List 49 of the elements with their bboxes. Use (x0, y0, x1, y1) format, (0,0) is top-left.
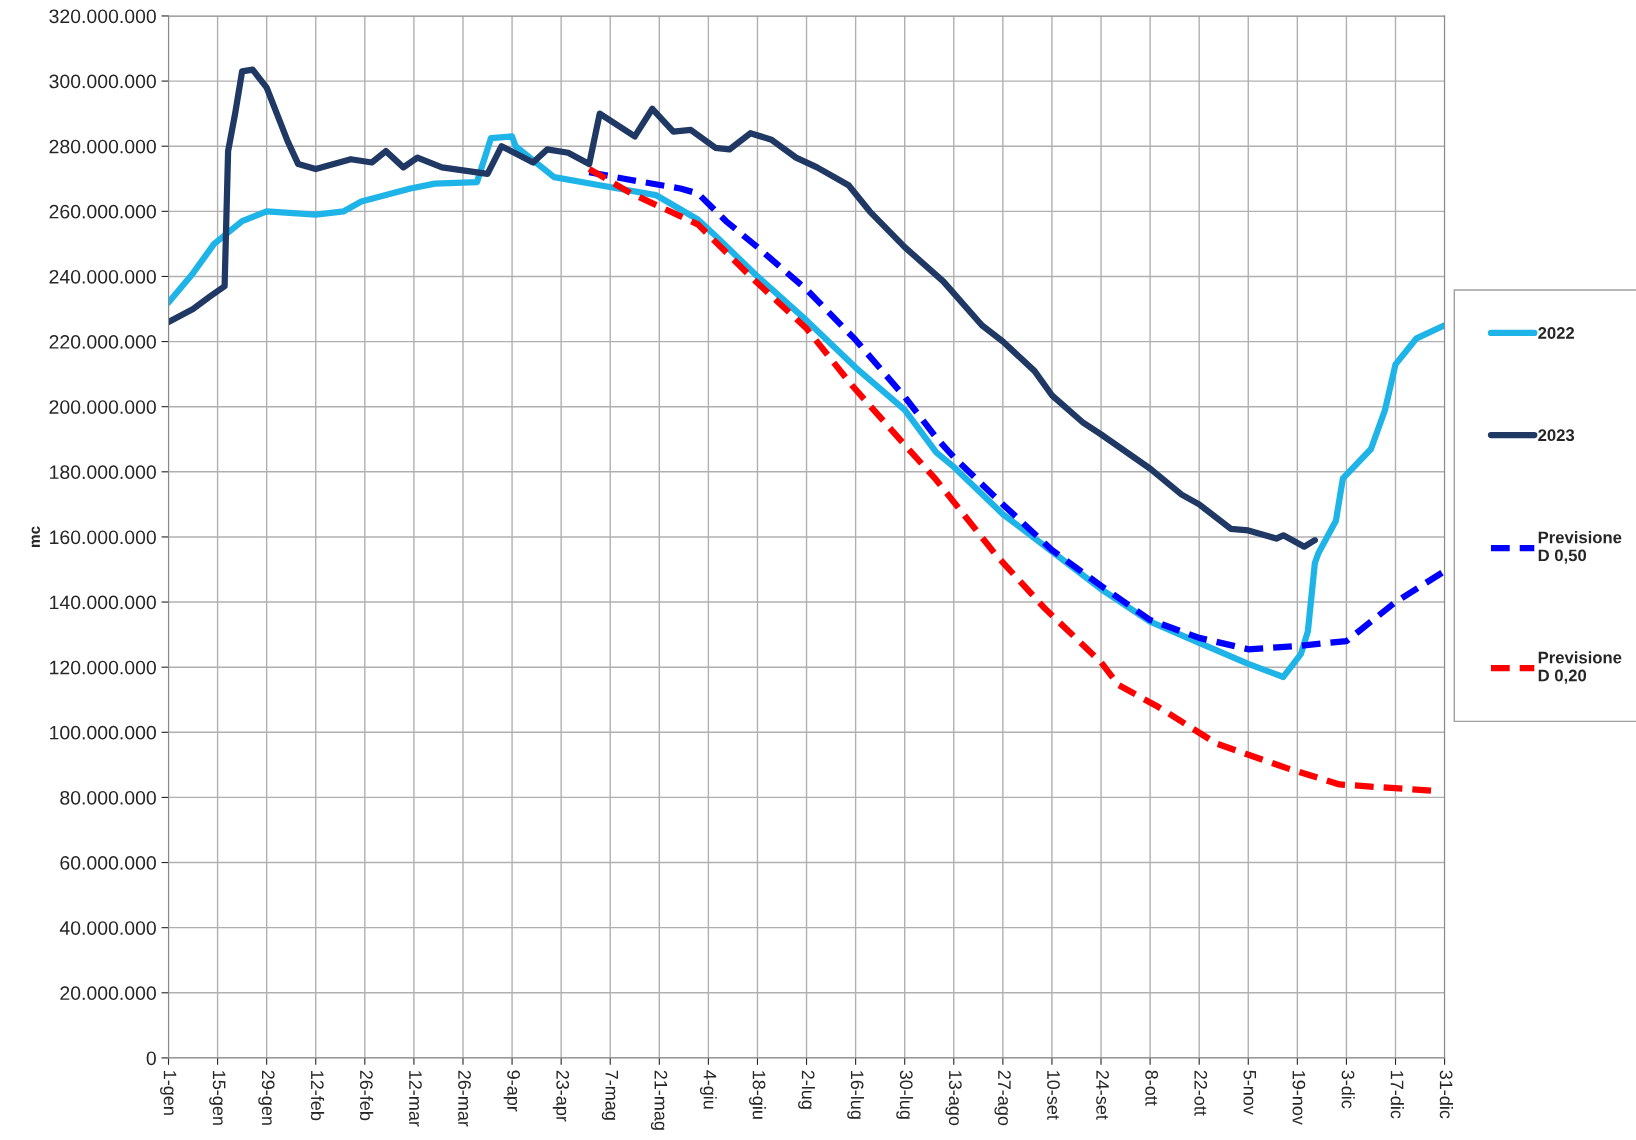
x-tick-label: 7-mag (601, 1070, 618, 1120)
y-tick-label: 60.000.000 (60, 856, 156, 870)
x-tick-label: 12-mar (409, 1071, 422, 1127)
x-tick-label: 19-nov (1292, 1071, 1306, 1125)
legend-label: 2022 (1538, 327, 1575, 339)
y-tick-label: 0 (146, 1051, 156, 1066)
x-tick-label: 8-ott (1145, 1070, 1159, 1106)
x-tick-label: 2-lug (798, 1070, 815, 1109)
y-tick-label: 300.000.000 (49, 74, 156, 89)
x-tick-label: 16-lug (847, 1071, 865, 1119)
x-tick-label: 21-mag (650, 1070, 668, 1130)
legend-label: Previsione D 0,20 (1538, 651, 1622, 684)
y-axis-title: mc (31, 526, 41, 547)
y-tick-label: 320.000.000 (49, 9, 156, 24)
x-tick-label: 15-gen (209, 1071, 226, 1125)
x-tick-label: 10-set (1047, 1071, 1060, 1120)
y-tick-label: 140.000.000 (50, 595, 156, 610)
x-tick-label: 29-gen (258, 1070, 275, 1125)
y-tick-label: 80.000.000 (60, 790, 156, 805)
x-tick-label: 31-dic (1439, 1070, 1453, 1119)
y-tick-label: 240.000.000 (49, 269, 156, 284)
y-tick-label: 20.000.000 (60, 986, 156, 1001)
x-tick-label: 3-dic (1341, 1070, 1355, 1109)
y-tick-label: 260.000.000 (49, 204, 156, 219)
x-tick-label: 30-lug (896, 1070, 914, 1119)
x-tick-label: 22-ott (1194, 1070, 1208, 1116)
y-tick-label: 280.000.000 (49, 139, 156, 154)
x-tick-label: 4-giu (699, 1070, 717, 1109)
x-tick-label: 23-apr (552, 1070, 570, 1122)
y-tick-label: 120.000.000 (50, 660, 156, 675)
x-tick-label: 9-apr (503, 1070, 521, 1112)
x-tick-label: 26-mar (458, 1070, 471, 1127)
x-tick-label: 13-ago (945, 1071, 962, 1126)
x-tick-label: 18-giu (749, 1071, 766, 1119)
y-tick-label: 200.000.000 (49, 400, 156, 414)
x-tick-label: 12-feb (310, 1071, 325, 1121)
x-tick-label: 1-gen (160, 1071, 177, 1115)
x-tick-label: 17-dic (1390, 1071, 1404, 1119)
x-tick-label: 27-ago (994, 1070, 1011, 1126)
x-tick-label: 5-nov (1243, 1070, 1257, 1115)
legend-label: Previsione D 0,50 (1538, 531, 1622, 564)
y-tick-label: 220.000.000 (49, 335, 156, 349)
x-tick-label: 26-feb (359, 1070, 374, 1121)
legend-label: 2023 (1538, 429, 1575, 442)
y-tick-label: 100.000.000 (50, 725, 156, 740)
x-tick-label: 24-set (1096, 1070, 1109, 1120)
y-tick-label: 160.000.000 (50, 530, 156, 545)
y-tick-label: 180.000.000 (50, 465, 156, 480)
y-tick-label: 40.000.000 (59, 921, 156, 935)
